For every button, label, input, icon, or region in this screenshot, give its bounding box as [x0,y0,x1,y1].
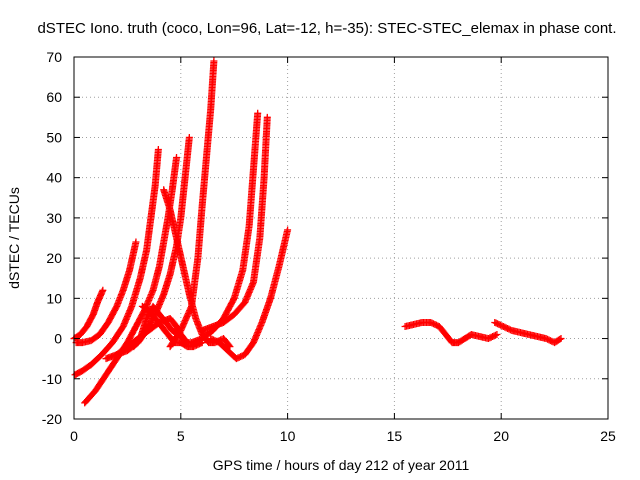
data-point [99,286,107,294]
y-tick-label: 60 [46,89,62,105]
y-tick-label: 70 [46,49,62,65]
grid [74,57,608,419]
axes: 0 5 10 15 20 25 -20 -10 0 10 20 30 40 50 60 70 [42,49,616,444]
y-tick-label: 0 [54,331,62,347]
series-arc11 [177,109,262,347]
data-point [210,57,218,65]
series-arc10 [166,57,218,351]
series-arc2 [72,238,140,347]
x-axis-label: GPS time / hours of day 212 of year 2011 [213,457,470,473]
chart-title: dSTEC Iono. truth (coco, Lon=96, Lat=-12… [37,20,616,37]
data-point [263,113,271,121]
x-tick-label: 25 [600,428,616,444]
data-point [185,133,193,141]
data-point [557,335,565,343]
x-tick-label: 15 [387,428,403,444]
data-point [284,226,292,234]
data-point [225,341,233,349]
x-tick-label: 0 [70,428,78,444]
series-arc12 [198,113,271,335]
data-point [226,343,234,351]
y-tick-label: 10 [46,290,62,306]
data-point [173,154,181,162]
y-tick-label: 20 [46,250,62,266]
data-point [254,109,262,117]
data-point [132,238,140,246]
plot-area [70,57,565,407]
series-arc15 [491,318,565,347]
y-tick-label: -20 [42,411,62,427]
series-arc14 [401,318,501,347]
data-point [493,331,501,339]
y-axis-label: dSTEC / TECUs [6,187,22,289]
x-tick-label: 5 [177,428,185,444]
x-tick-label: 20 [493,428,509,444]
data-point [154,146,162,154]
data-point [556,335,564,343]
y-tick-label: 40 [46,170,62,186]
series-arc13 [207,226,292,363]
y-tick-label: 30 [46,210,62,226]
series-arc3 [71,146,162,379]
data-point [492,331,500,339]
x-tick-label: 10 [280,428,296,444]
y-tick-label: -10 [42,371,62,387]
plot-frame [73,56,609,420]
y-tick-label: 50 [46,129,62,145]
